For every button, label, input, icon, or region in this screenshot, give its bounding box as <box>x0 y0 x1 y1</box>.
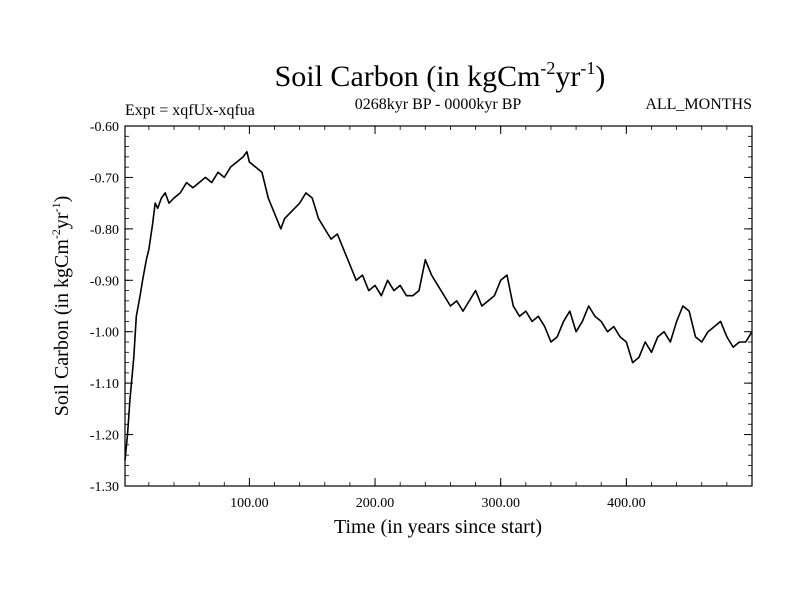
experiment-label: Expt = xqfUx-xqfua <box>125 102 255 119</box>
y-tick-label: -0.90 <box>90 274 119 289</box>
y-tick-label: -1.00 <box>90 326 119 341</box>
y-tick-label: -1.30 <box>90 480 119 495</box>
y-tick-label: -0.80 <box>90 223 119 238</box>
x-tick-label: 200.00 <box>356 496 395 511</box>
chart-title: Soil Carbon (in kgCm-2yr-1) <box>275 58 606 93</box>
x-tick-label: 300.00 <box>481 496 520 511</box>
soil-carbon-series-line <box>124 150 753 461</box>
x-tick-label: 400.00 <box>607 496 646 511</box>
plot-frame <box>124 125 753 487</box>
y-tick-label: -1.10 <box>90 377 119 392</box>
axis-ticks: -0.60 -0.70 -0.80 -0.90 -1.00 -1.10 -1.20 -1.30… <box>90 120 752 511</box>
x-tick-label: 100.00 <box>230 496 269 511</box>
y-tick-label: -1.20 <box>90 429 119 444</box>
y-tick-label: -0.70 <box>90 171 119 186</box>
y-axis-label: Soil Carbon (in kgCm-2yr-1) <box>49 196 73 417</box>
y-tick-label: -0.60 <box>90 120 119 135</box>
period-label: 0268kyr BP - 0000kyr BP <box>355 96 522 113</box>
months-label: ALL_MONTHS <box>645 96 752 113</box>
x-axis-label: Time (in years since start) <box>334 516 542 538</box>
